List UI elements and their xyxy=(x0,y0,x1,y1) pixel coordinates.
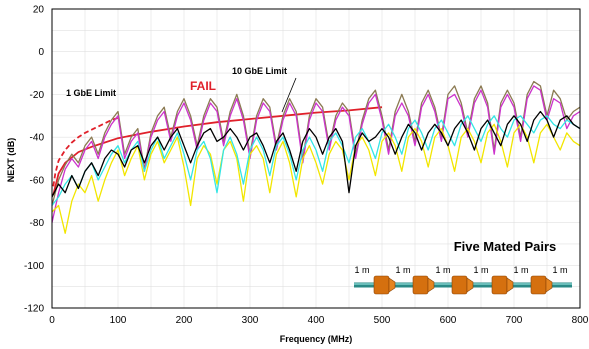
annotation-fail: FAIL xyxy=(190,79,216,93)
x-tick-labels: 0 100 200 300 400 500 600 700 800 xyxy=(49,315,589,326)
inset-segment-label: 1 m xyxy=(395,265,410,275)
x-tick-label: 200 xyxy=(176,315,193,326)
inset-segment-label: 1 m xyxy=(354,265,369,275)
connector-plug xyxy=(427,277,435,293)
connector-body xyxy=(451,275,468,295)
inset-segment-label: 1 m xyxy=(513,265,528,275)
connector-body xyxy=(373,275,390,295)
y-tick-label: -60 xyxy=(30,175,45,186)
x-tick-label: 400 xyxy=(308,315,325,326)
inset-connectors xyxy=(373,275,553,295)
series-lines xyxy=(51,80,581,234)
annotation-10gbe-limit: 10 GbE Limit xyxy=(232,66,287,76)
inset-title: Five Mated Pairs xyxy=(454,239,557,254)
connector-body xyxy=(491,275,508,295)
y-tick-label: 0 xyxy=(38,47,44,58)
x-tick-label: 600 xyxy=(440,315,457,326)
y-axis-title: NEXT (dB) xyxy=(6,138,16,183)
x-tick-label: 700 xyxy=(506,315,523,326)
connector-body xyxy=(530,275,547,295)
inset-segment-labels: 1 m 1 m 1 m 1 m 1 m 1 m xyxy=(354,265,567,275)
x-tick-label: 800 xyxy=(572,315,589,326)
connector-plug xyxy=(388,277,396,293)
x-tick-label: 100 xyxy=(110,315,127,326)
y-tick-label: -40 xyxy=(30,133,45,144)
limit-line-1gbe xyxy=(52,117,119,187)
inset-segment-label: 1 m xyxy=(435,265,450,275)
y-tick-label: -80 xyxy=(30,218,45,229)
five-mated-pairs-inset: Five Mated Pairs 1 m 1 m 1 m 1 m 1 m 1 m xyxy=(354,239,572,295)
plot-border xyxy=(51,8,581,309)
x-tick-label: 500 xyxy=(374,315,391,326)
y-tick-label: -120 xyxy=(24,304,44,315)
series-line-5 xyxy=(51,110,581,198)
x-tick-label: 300 xyxy=(242,315,259,326)
y-tick-label: -100 xyxy=(24,261,44,272)
connector-body xyxy=(412,275,429,295)
annotation-1gbe-limit: 1 GbE Limit xyxy=(66,88,116,98)
series-line-2 xyxy=(51,85,581,223)
grid xyxy=(52,9,580,308)
inset-segment-label: 1 m xyxy=(473,265,488,275)
connector-plug xyxy=(466,277,474,293)
y-tick-label: 20 xyxy=(33,5,45,16)
x-tick-label: 0 xyxy=(49,315,55,326)
x-axis-title: Frequency (MHz) xyxy=(280,334,353,344)
connector-plug xyxy=(545,277,553,293)
series-line-3 xyxy=(51,123,581,234)
connector-plug xyxy=(506,277,514,293)
y-tick-labels: 20 0 -20 -40 -60 -80 -100 -120 xyxy=(24,5,44,315)
inset-segment-label: 1 m xyxy=(552,265,567,275)
y-tick-label: -20 xyxy=(30,90,45,101)
annotation-10gbe-pointer xyxy=(281,77,297,113)
